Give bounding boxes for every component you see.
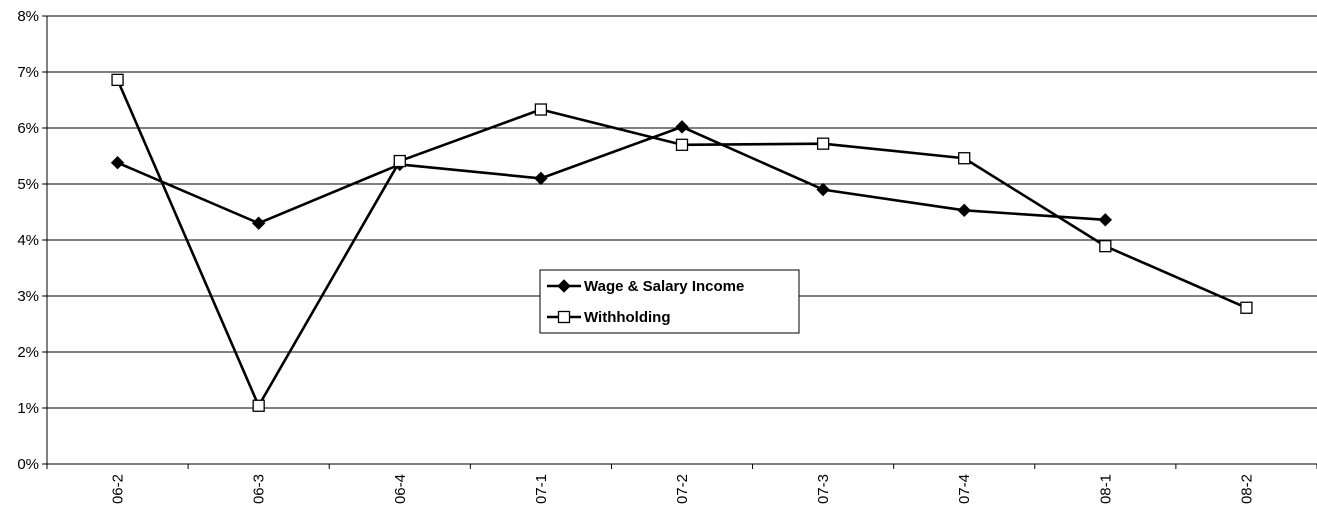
gridlines <box>47 15 1317 409</box>
series-line <box>117 125 1106 225</box>
data-point-square <box>534 103 548 116</box>
legend-label: Withholding <box>584 309 671 326</box>
y-tick-label: 3% <box>17 288 39 305</box>
data-point-diamond <box>816 182 830 197</box>
y-tick-label: 1% <box>17 400 39 417</box>
y-tick-label: 7% <box>17 64 39 81</box>
x-tick-label: 07-3 <box>815 474 832 504</box>
x-tick-label: 06-2 <box>110 474 127 504</box>
series <box>110 73 1253 412</box>
data-point-diamond <box>957 203 971 218</box>
x-tick-label: 08-1 <box>1097 474 1114 504</box>
data-point-square <box>1099 240 1112 253</box>
data-point-square <box>816 137 830 150</box>
data-point-diamond <box>1098 213 1113 227</box>
data-point-square <box>958 152 971 165</box>
data-point-diamond <box>534 171 548 186</box>
series-withholding <box>111 73 1253 412</box>
x-tick-label: 06-4 <box>392 474 409 504</box>
data-point-square <box>393 154 406 168</box>
x-tick-label: 07-2 <box>674 474 691 504</box>
data-point-square <box>557 310 571 324</box>
y-tick-label: 8% <box>17 8 39 25</box>
y-tick-label: 4% <box>17 232 39 249</box>
data-point-diamond <box>110 156 125 170</box>
legend: Wage & Salary Income Withholding <box>539 269 800 334</box>
data-point-square <box>675 138 689 151</box>
data-point-diamond <box>251 216 266 230</box>
series-wage-salary-income <box>110 120 1113 230</box>
legend-label: Wage & Salary Income <box>584 278 744 295</box>
data-point-square <box>252 399 265 412</box>
y-tick-label: 0% <box>17 456 39 473</box>
data-point-square <box>1240 301 1253 314</box>
y-tick-label: 2% <box>17 344 39 361</box>
data-point-diamond <box>557 279 571 293</box>
axes: 0% 1% 2% 3% 4% 5% 6% 7% 8% 06-2 06-3 06-4 07-1 07-2 07… <box>17 8 1317 504</box>
x-tick-label: 07-1 <box>533 474 550 504</box>
x-tick-label: 07-4 <box>956 474 973 504</box>
y-tick-label: 6% <box>17 120 39 137</box>
legend-box <box>539 269 800 334</box>
x-tick-label: 06-3 <box>251 474 268 504</box>
y-tick-label: 5% <box>17 176 39 193</box>
data-point-diamond <box>675 120 689 134</box>
x-tick-label: 08-2 <box>1238 474 1255 504</box>
data-point-square <box>111 73 124 86</box>
